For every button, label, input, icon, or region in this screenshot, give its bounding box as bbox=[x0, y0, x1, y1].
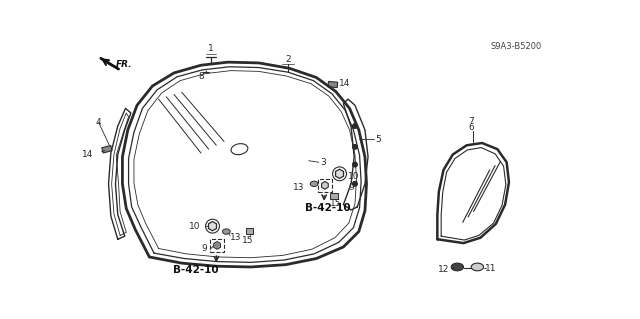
Ellipse shape bbox=[471, 263, 484, 271]
Ellipse shape bbox=[310, 181, 318, 187]
Text: 9: 9 bbox=[349, 183, 355, 192]
Bar bbox=[328, 81, 338, 88]
Ellipse shape bbox=[223, 229, 230, 234]
Text: 11: 11 bbox=[485, 264, 497, 273]
Bar bbox=[210, 239, 224, 252]
Circle shape bbox=[353, 162, 357, 167]
Text: 6: 6 bbox=[468, 123, 474, 132]
Bar bbox=[102, 145, 112, 153]
Text: 14: 14 bbox=[82, 150, 93, 159]
Circle shape bbox=[215, 243, 219, 247]
Text: 8: 8 bbox=[198, 71, 204, 80]
Text: 3: 3 bbox=[320, 158, 326, 167]
Text: B-42-10: B-42-10 bbox=[305, 204, 351, 213]
Text: 9: 9 bbox=[202, 244, 207, 253]
Circle shape bbox=[353, 124, 357, 128]
Polygon shape bbox=[209, 221, 216, 231]
Text: 10: 10 bbox=[348, 172, 360, 181]
Text: 15: 15 bbox=[330, 199, 342, 208]
Text: 12: 12 bbox=[438, 265, 450, 274]
Text: B-42-10: B-42-10 bbox=[173, 265, 218, 275]
Text: 10: 10 bbox=[189, 222, 201, 231]
Bar bbox=[246, 228, 253, 234]
Circle shape bbox=[353, 182, 357, 186]
Text: 2: 2 bbox=[285, 55, 291, 63]
Bar bbox=[318, 179, 332, 191]
Text: 5: 5 bbox=[376, 135, 381, 144]
Text: 13: 13 bbox=[230, 233, 242, 242]
Circle shape bbox=[353, 145, 357, 149]
Text: 15: 15 bbox=[242, 235, 253, 245]
Text: 7: 7 bbox=[468, 117, 474, 126]
Text: 14: 14 bbox=[339, 79, 350, 88]
Polygon shape bbox=[335, 169, 344, 178]
Bar bbox=[330, 193, 338, 199]
Text: 13: 13 bbox=[293, 183, 305, 192]
Ellipse shape bbox=[451, 263, 463, 271]
Text: FR.: FR. bbox=[115, 60, 132, 69]
Text: 4: 4 bbox=[95, 118, 101, 127]
Text: S9A3-B5200: S9A3-B5200 bbox=[491, 42, 542, 51]
Polygon shape bbox=[321, 182, 328, 189]
Text: 1: 1 bbox=[208, 44, 214, 53]
Polygon shape bbox=[214, 241, 220, 249]
